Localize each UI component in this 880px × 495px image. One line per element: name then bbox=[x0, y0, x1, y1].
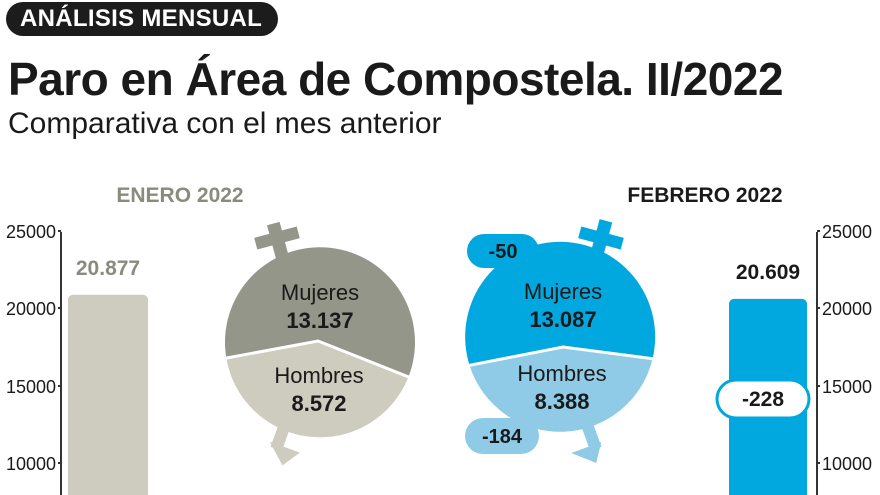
hombres-label-enero: Hombres bbox=[274, 363, 363, 388]
pie-slice-hombres-febrero bbox=[469, 347, 653, 432]
mujeres-change-badge: -50 bbox=[467, 234, 539, 268]
section-badge: ANÁLISIS MENSUAL bbox=[6, 2, 279, 36]
pie-divider-febrero bbox=[466, 345, 656, 368]
hombres-change-badge: -184 bbox=[465, 418, 539, 454]
mujeres-change-value: -50 bbox=[489, 241, 518, 263]
mujeres-value-enero: 13.137 bbox=[286, 308, 353, 333]
mujeres-change-pill bbox=[467, 234, 539, 268]
pie-slice-hombres-enero bbox=[226, 341, 409, 438]
gender-circle-febrero: Mujeres 13.087 Hombres 8.388 bbox=[465, 219, 656, 464]
male-symbol-arrowhead bbox=[269, 441, 300, 466]
female-symbol-enero bbox=[254, 221, 300, 264]
left-tick-label-10000: 10000 bbox=[6, 454, 56, 474]
hombres-change-value: -184 bbox=[482, 426, 523, 448]
pie-divider-enero bbox=[223, 339, 411, 379]
right-tick-label-10000: 10000 bbox=[822, 454, 872, 474]
hombres-label-febrero: Hombres bbox=[517, 361, 606, 386]
period-label-enero: ENERO 2022 bbox=[116, 184, 243, 207]
total-change-pill bbox=[715, 378, 811, 420]
left-tick-label-15000: 15000 bbox=[6, 377, 56, 397]
gender-circle-enero: Mujeres 13.137 Hombres 8.572 bbox=[223, 221, 415, 466]
total-change-badge: -228 bbox=[715, 378, 811, 420]
female-symbol-bar bbox=[578, 226, 624, 250]
left-tick-label-20000: 20000 bbox=[6, 299, 56, 319]
hombres-value-enero: 8.572 bbox=[291, 391, 346, 416]
mujeres-label-enero: Mujeres bbox=[281, 280, 359, 305]
pie-slice-mujeres-febrero bbox=[465, 241, 656, 366]
right-tick-label-15000: 15000 bbox=[822, 377, 872, 397]
bar-value-label-febrero: 20.609 bbox=[736, 261, 800, 284]
bar-value-label-enero: 20.877 bbox=[76, 257, 140, 280]
right-tick-label-20000: 20000 bbox=[822, 299, 872, 319]
bar-total-enero bbox=[68, 294, 148, 495]
pie-slice-mujeres-enero bbox=[224, 247, 415, 377]
chart-subtitle: Comparativa con el mes anterior bbox=[8, 107, 442, 140]
hombres-change-pill bbox=[465, 418, 539, 454]
female-symbol-bar bbox=[254, 226, 300, 250]
mujeres-label-febrero: Mujeres bbox=[524, 279, 602, 304]
left-axis-ticks bbox=[58, 230, 61, 464]
period-label-febrero: FEBRERO 2022 bbox=[627, 184, 782, 207]
mujeres-value-febrero: 13.087 bbox=[529, 307, 596, 332]
left-tick-label-25000: 25000 bbox=[6, 222, 56, 242]
male-symbol-arrowhead bbox=[571, 442, 602, 464]
right-tick-label-25000: 25000 bbox=[822, 222, 872, 242]
chart-title: Paro en Área de Compostela. II/2022 bbox=[8, 53, 784, 105]
hombres-value-febrero: 8.388 bbox=[534, 389, 589, 414]
total-change-value: -228 bbox=[742, 388, 784, 411]
right-axis-ticks bbox=[817, 230, 820, 464]
